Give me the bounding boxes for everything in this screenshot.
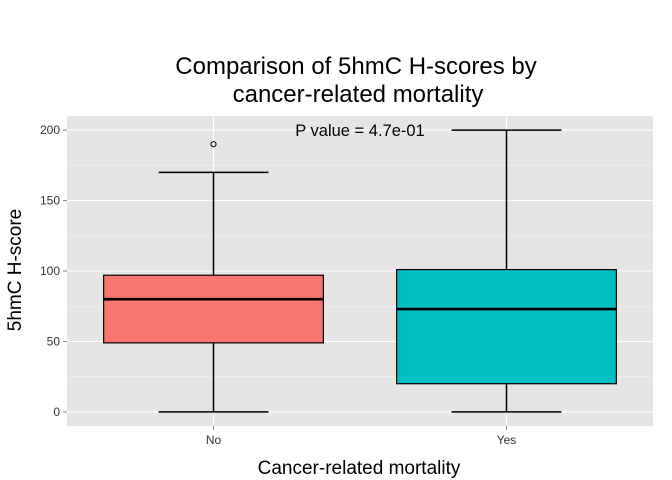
x-axis-title: Cancer-related mortality [258, 458, 461, 479]
y-tick-label: 0 [53, 405, 60, 419]
chart-title-line-1: Comparison of 5hmC H-scores by [175, 53, 536, 80]
chart-title-line-2: cancer-related mortality [233, 81, 484, 108]
y-tick-label: 150 [40, 194, 60, 208]
box-group-yes [396, 129, 617, 413]
y-axis-title: 5hmC H-score [5, 209, 26, 331]
y-tick-label: 200 [40, 123, 60, 137]
x-tick-label: Yes [497, 433, 517, 447]
p-value-annotation: P value = 4.7e-01 [295, 122, 425, 140]
outlier-point [210, 141, 217, 148]
iqr-box [103, 274, 324, 344]
y-tick-label: 100 [40, 264, 60, 278]
x-tick-label: No [206, 433, 222, 447]
y-tick-label: 50 [47, 334, 61, 348]
plot-area: 0 50 100 150 200 No Yes P value = 4.7e-01 [40, 116, 653, 447]
iqr-box [396, 268, 617, 385]
box-group-no [103, 141, 324, 413]
